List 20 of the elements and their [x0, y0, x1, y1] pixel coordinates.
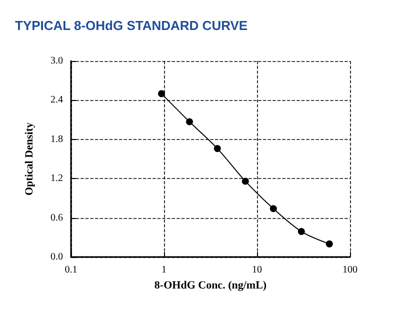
- point: [270, 205, 277, 212]
- y-tick-label: 1.2: [50, 173, 63, 184]
- y-tick-label: 0.6: [50, 212, 63, 224]
- point: [242, 178, 249, 185]
- point: [158, 90, 165, 98]
- x-axis-title: 8-OHdG Conc. (ng/mL): [154, 279, 267, 292]
- point: [298, 228, 305, 236]
- point: [186, 118, 193, 126]
- x-tick-label: 100: [342, 264, 358, 276]
- y-tick-label: 3.0: [50, 56, 63, 66]
- x-tick-label: 0.1: [64, 264, 78, 276]
- x-tick-label: 1: [162, 264, 166, 276]
- y-tick-label: 1.8: [50, 134, 63, 145]
- y-axis-title: Optical Density: [24, 122, 36, 196]
- y-tick-label: 0.0: [50, 252, 63, 262]
- chart-title: TYPICAL 8-OHdG STANDARD CURVE: [15, 18, 248, 33]
- y-tick-label: 2.4: [50, 94, 63, 106]
- point: [214, 145, 221, 152]
- point: [326, 240, 333, 248]
- x-tick-label: 10: [252, 264, 262, 276]
